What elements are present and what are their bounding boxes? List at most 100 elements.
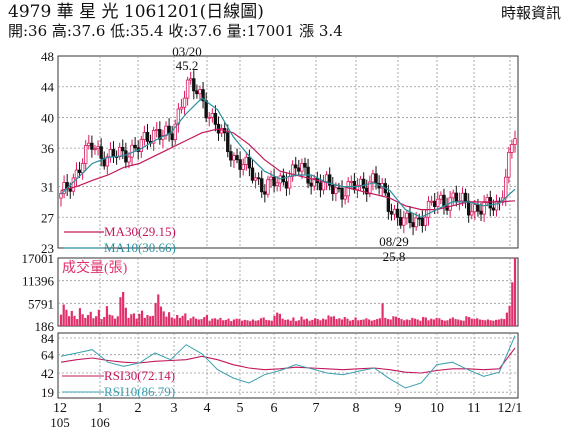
price-candle-body	[269, 176, 273, 181]
volume-bar	[403, 320, 406, 326]
price-candle-body	[229, 151, 233, 161]
price-candle-body	[84, 145, 88, 164]
rsi-y-tick-label: 84	[41, 331, 55, 346]
price-candle-body	[204, 100, 208, 119]
volume-bar	[446, 320, 449, 326]
price-candle-body	[272, 176, 276, 187]
rsi30-legend-label: RSI30(72.14)	[104, 368, 175, 383]
price-candle-body	[423, 216, 428, 227]
volume-bar	[511, 282, 514, 326]
price-candle-body	[460, 192, 465, 202]
volume-bar	[392, 316, 395, 326]
chart-axes: 4844403631272317001113965791186846442191…	[22, 49, 523, 430]
price-candle-body	[482, 202, 486, 215]
volume-bar	[467, 317, 471, 326]
volume-bar	[376, 319, 379, 326]
chart-frames	[57, 55, 519, 399]
price-candle-body	[451, 192, 455, 199]
volume-bar	[259, 318, 263, 326]
volume-bar	[176, 315, 179, 326]
price-candle-body	[121, 146, 125, 152]
price-candle-body	[488, 197, 492, 209]
price-candle-body	[297, 167, 301, 172]
volume-bar	[68, 316, 71, 326]
price-candle-body	[108, 149, 113, 158]
volume-bar	[92, 318, 95, 326]
x-month-label: 3	[171, 401, 178, 416]
volume-bar	[195, 318, 198, 326]
volume-bar	[500, 318, 503, 326]
price-candle-body	[173, 123, 177, 141]
ma10-line	[60, 97, 516, 218]
price-candle-body	[195, 90, 199, 95]
price-candle-body	[392, 208, 397, 215]
volume-bar	[213, 318, 217, 326]
price-candle-body	[355, 184, 360, 191]
volume-bar	[257, 320, 260, 326]
volume-bar	[440, 319, 444, 326]
volume-bar	[181, 315, 184, 326]
price-candle-body	[226, 132, 230, 153]
x-month-label: 7	[313, 401, 320, 416]
volume-bar	[230, 321, 233, 326]
price-y-tick-label: 36	[41, 141, 55, 156]
volume-y-tick-label: 17001	[22, 251, 55, 266]
volume-bar	[365, 318, 368, 326]
volume-y-tick-label: 5791	[28, 296, 54, 311]
price-candle-body	[309, 182, 313, 187]
price-candle-body	[365, 187, 369, 195]
volume-bar	[157, 294, 160, 326]
price-candle-body	[241, 164, 245, 170]
price-candle-body	[491, 207, 496, 211]
volume-bar	[165, 316, 168, 326]
volume-bar	[478, 319, 481, 326]
volume-bar	[332, 316, 336, 326]
volume-bar	[343, 317, 346, 326]
price-candle-body	[442, 194, 446, 207]
price-panel	[59, 70, 517, 236]
x-month-label: 12/1	[498, 401, 523, 416]
price-candle-body	[300, 162, 304, 172]
rsi-y-tick-label: 64	[41, 348, 55, 363]
price-candle-body	[247, 156, 252, 169]
price-candle-body	[368, 181, 372, 195]
volume-bar	[132, 313, 136, 326]
volume-bar	[246, 320, 249, 326]
price-candle-body	[105, 156, 110, 167]
price-candle-body	[253, 177, 258, 181]
volume-bar	[397, 317, 400, 326]
price-candle-body	[170, 133, 174, 141]
volume-bar	[59, 314, 63, 326]
volume-bar	[78, 308, 82, 326]
volume-title: 成交量(張)	[62, 259, 128, 276]
ma10-legend-label: MA10(30.66)	[104, 240, 176, 255]
volume-bar	[167, 312, 171, 326]
volume-bar	[249, 321, 252, 326]
price-candle-body	[201, 89, 205, 102]
volume-bar	[219, 317, 222, 326]
price-candle-body	[334, 187, 338, 195]
volume-bar	[346, 318, 349, 326]
volume-bar	[170, 317, 173, 326]
volume-bar	[111, 315, 114, 326]
price-candle-body	[324, 174, 329, 183]
low-value-annotation: 25.8	[383, 249, 406, 264]
volume-bar	[305, 318, 309, 326]
volume-bar	[138, 313, 141, 326]
volume-bar	[251, 319, 254, 326]
volume-bar	[505, 312, 508, 326]
volume-bar	[322, 318, 325, 326]
price-candle-body	[395, 208, 400, 218]
price-candle-body	[179, 106, 184, 110]
volume-bar	[430, 318, 433, 326]
price-candle-body	[93, 148, 97, 151]
volume-bar	[178, 317, 182, 326]
volume-bar	[422, 317, 425, 326]
price-candle-body	[374, 173, 378, 184]
price-candle-body	[473, 204, 477, 213]
price-candle-body	[185, 79, 190, 99]
price-candle-body	[439, 194, 443, 200]
price-candle-body	[445, 205, 449, 211]
price-candle-body	[238, 159, 242, 170]
price-y-tick-label: 48	[41, 49, 54, 64]
